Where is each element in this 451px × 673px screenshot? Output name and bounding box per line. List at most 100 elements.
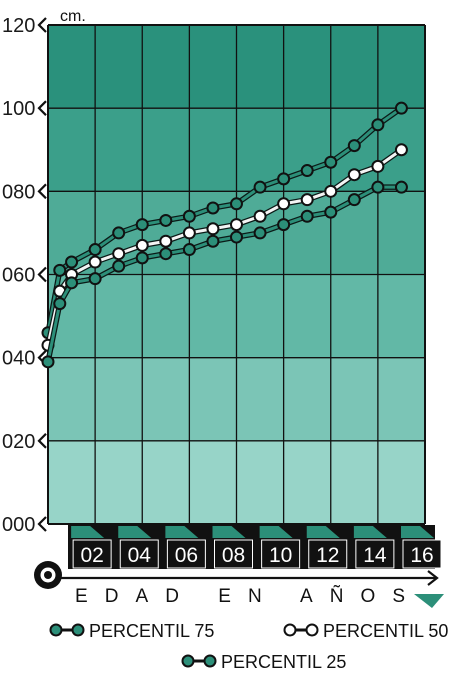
x-tick-label: 14 — [363, 544, 387, 567]
data-point — [88, 243, 102, 257]
x-tick-label: 02 — [80, 544, 103, 567]
legend-swatch-marker — [305, 623, 319, 637]
y-tick-chevron — [37, 100, 47, 116]
x-tick-tab — [71, 526, 105, 538]
data-point — [347, 193, 361, 207]
data-point — [347, 139, 361, 153]
data-point — [277, 218, 291, 232]
y-tick-label: 120 — [2, 15, 35, 37]
x-tick-box — [166, 539, 206, 569]
data-point — [230, 197, 243, 211]
x-tick-label: 06 — [175, 544, 198, 567]
data-point — [371, 180, 385, 194]
data-point — [65, 276, 79, 290]
data-point — [347, 168, 361, 182]
data-point — [253, 209, 267, 223]
x-tick-tab — [118, 526, 152, 538]
legend-item: PERCENTIL 50 — [283, 621, 448, 641]
data-point — [53, 263, 67, 277]
y-tick-chevron — [37, 266, 47, 283]
data-point — [135, 251, 149, 265]
grid-lines — [47, 24, 426, 525]
x-tick-tab — [353, 526, 387, 538]
y-tick-label: 000 — [2, 514, 35, 536]
data-point — [230, 230, 243, 244]
x-tick-box — [119, 539, 159, 569]
legend-label: PERCENTIL 50 — [323, 621, 448, 641]
x-tick-box — [402, 539, 442, 569]
data-point — [324, 155, 338, 169]
x-tick-tab — [306, 526, 340, 538]
x-axis-arrowhead — [427, 570, 439, 586]
legend-swatch-marker — [49, 623, 63, 637]
data-point — [41, 355, 55, 369]
legend-swatch-marker — [71, 623, 85, 637]
legend-label: PERCENTIL 25 — [221, 652, 346, 672]
y-tick-chevron — [37, 183, 47, 200]
y-axis: 000 020 040 060 080 100 120 — [2, 15, 47, 536]
data-point — [394, 180, 408, 194]
data-point — [253, 180, 267, 194]
data-point — [159, 234, 173, 248]
data-point — [159, 247, 173, 261]
data-point — [230, 218, 243, 232]
y-tick-chevron — [37, 516, 47, 532]
x-tick-label: 16 — [410, 544, 433, 567]
x-axis-title: EDAD EN AÑOS — [75, 585, 405, 607]
origin-marker — [34, 561, 62, 589]
data-point — [324, 205, 338, 219]
series-3 — [41, 180, 408, 369]
data-point — [112, 247, 126, 261]
legend: PERCENTIL 75 PERCENTIL 50 PERCENTIL 25 — [49, 621, 448, 672]
x-tick-tab — [165, 526, 199, 538]
x-tick-label: 08 — [222, 544, 245, 567]
legend-item: PERCENTIL 25 — [181, 652, 346, 672]
y-tick-chevron — [37, 17, 47, 33]
data-point — [53, 297, 67, 311]
y-tick-label: 020 — [2, 431, 35, 453]
x-tick-box — [355, 539, 395, 569]
data-point — [206, 222, 220, 236]
data-point — [394, 101, 408, 115]
y-tick-label: 060 — [2, 265, 35, 287]
y-tick-label: 040 — [2, 348, 35, 370]
x-axis: 02 04 06 08 10 12 14 16 — [50, 525, 442, 586]
data-point — [65, 255, 79, 269]
data-point — [135, 218, 149, 232]
y-tick-label: 080 — [2, 181, 35, 203]
x-axis-corner-arrow — [414, 594, 444, 608]
x-tick-tab — [259, 526, 293, 538]
x-tick-box — [261, 539, 301, 569]
data-point — [324, 184, 338, 198]
x-tick-label: 10 — [269, 544, 292, 567]
legend-item: PERCENTIL 75 — [49, 621, 214, 641]
legend-swatch-marker — [181, 654, 195, 668]
data-point — [88, 272, 102, 286]
x-tick-box — [214, 539, 253, 569]
data-point — [112, 259, 126, 273]
series-2 — [41, 143, 408, 352]
data-point — [182, 209, 196, 223]
y-tick-label: 100 — [2, 98, 35, 120]
x-tick-tab — [212, 526, 246, 538]
x-tick-tab — [401, 526, 434, 538]
data-point — [206, 234, 220, 248]
data-point — [182, 243, 196, 257]
data-point — [300, 193, 314, 207]
data-point — [206, 201, 220, 215]
legend-swatch-marker — [283, 623, 297, 637]
data-point — [135, 238, 149, 252]
data-point — [159, 213, 173, 227]
y-tick-chevron — [37, 433, 47, 449]
data-point — [300, 209, 314, 223]
data-point — [182, 226, 196, 240]
x-tick-label: 12 — [316, 544, 339, 567]
legend-swatch-marker — [203, 654, 217, 668]
data-point — [371, 118, 385, 132]
x-tick-label: 04 — [128, 544, 152, 567]
data-point — [300, 164, 314, 178]
data-point — [277, 197, 291, 211]
legend-label: PERCENTIL 75 — [89, 621, 214, 641]
data-point — [253, 226, 267, 240]
